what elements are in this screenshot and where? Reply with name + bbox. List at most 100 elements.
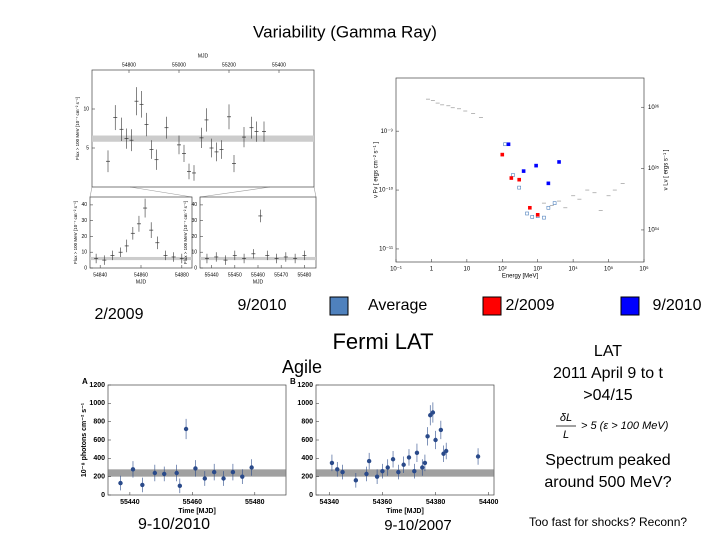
y-tick-label: 20 <box>191 234 197 240</box>
data-point <box>221 476 226 481</box>
data-point <box>249 465 254 470</box>
caption: 9-10/2010 <box>138 516 210 533</box>
x-tick-label: 55460 <box>183 499 203 506</box>
formula-relation: > 5 (ε > 100 MeV) <box>581 420 669 432</box>
y2-tick-label: 10³⁴ <box>648 227 660 234</box>
x-tick-label: 1 <box>430 267 434 273</box>
legend-swatch <box>329 296 349 316</box>
plot-frame <box>395 77 645 263</box>
zoom-line <box>313 186 317 198</box>
data-point <box>152 470 158 476</box>
data-point <box>535 212 540 217</box>
data-point <box>475 454 481 459</box>
y-tick-label: 600 <box>93 437 105 444</box>
data-point <box>546 205 551 210</box>
legend-swatch <box>620 296 640 316</box>
data-point <box>183 426 189 432</box>
x-tick-label: 10⁻¹ <box>390 267 402 273</box>
y-tick-label: 600 <box>301 437 313 444</box>
data-point <box>557 160 561 164</box>
data-point <box>385 465 390 470</box>
data-point <box>509 176 514 180</box>
x-axis-label: MJD <box>253 279 264 285</box>
data-point <box>174 470 179 476</box>
data-point <box>525 211 529 216</box>
x-axis-label: MJD <box>198 53 209 59</box>
formula-numerator: δL <box>560 412 572 424</box>
x-tick-label: 55460 <box>251 272 265 278</box>
data-point <box>396 469 401 475</box>
data-point <box>401 462 406 467</box>
data-point <box>521 169 526 173</box>
caption: 9-10/2007 <box>384 517 452 534</box>
data-point <box>366 458 372 464</box>
data-point <box>517 177 521 182</box>
y-tick-label: 10⁻¹¹ <box>379 247 393 253</box>
title: Variability (Gamma Ray) <box>253 22 437 41</box>
x-tick-label: 54340 <box>320 499 340 506</box>
heading: Fermi LAT <box>332 329 433 354</box>
y-tick-label: 0 <box>101 492 105 499</box>
y2-axis-label: ν Lν [ ergs s⁻¹ ] <box>664 149 670 190</box>
note: >04/15 <box>583 387 632 404</box>
legend-label: 9/2010 <box>653 297 702 314</box>
y-axis-label: Flux > 100 MeV [10⁻⁷ cm⁻² s⁻¹] <box>75 97 80 160</box>
data-point <box>353 478 359 483</box>
x-axis-label: MJD <box>136 279 147 285</box>
spectrum-note: around 500 MeV? <box>544 474 671 491</box>
data-point <box>506 142 511 147</box>
note: 2011 April 9 to t <box>553 365 664 382</box>
data-point <box>374 474 380 479</box>
y-tick-label: 0 <box>309 492 313 499</box>
y-tick-label: 10 <box>83 106 89 112</box>
data-point <box>425 434 430 439</box>
y-tick-label: 400 <box>93 455 105 462</box>
data-point <box>438 427 444 433</box>
y-axis-label: 10⁻⁸ photons cm⁻² s⁻¹ <box>81 402 88 477</box>
legend-label: 2/2009 <box>506 297 555 314</box>
data-point <box>503 142 507 147</box>
y-tick-label: 0 <box>194 265 197 271</box>
average-band <box>200 256 316 261</box>
y-tick-label: 1000 <box>297 400 313 407</box>
y2-tick-label: 10³⁶ <box>648 104 660 111</box>
zoom-line <box>89 186 93 198</box>
x-tick-label: 55200 <box>222 62 236 68</box>
average-band <box>90 256 192 261</box>
x-tick-label: 10 <box>464 267 471 273</box>
data-point <box>430 410 436 415</box>
y-tick-label: 10 <box>191 250 197 256</box>
data-point <box>202 476 208 481</box>
data-point <box>390 457 396 462</box>
y-tick-label: 30 <box>191 218 197 224</box>
question: Too fast for shocks? Reconn? <box>529 515 687 529</box>
y-tick-label: 5 <box>86 145 89 151</box>
average-band <box>92 135 314 142</box>
data-point <box>177 483 183 489</box>
x-tick-label: 55400 <box>272 62 286 68</box>
legend-label: Average <box>368 297 427 314</box>
zoom-line <box>199 186 271 198</box>
data-point <box>406 455 412 460</box>
y-tick-label: 40 <box>81 202 87 208</box>
x-tick-label: 54860 <box>134 272 148 278</box>
data-point <box>340 469 345 475</box>
data-point <box>193 466 198 471</box>
data-point <box>130 467 136 472</box>
x-tick-label: 54380 <box>426 499 446 506</box>
data-point <box>118 480 123 486</box>
x-tick-label: 10³ <box>533 267 542 273</box>
data-point <box>230 469 236 475</box>
y-tick-label: 10⁻¹⁰ <box>379 187 394 194</box>
data-point <box>140 482 145 488</box>
x-tick-label: 10⁶ <box>639 266 649 273</box>
x-tick-label: 55000 <box>172 62 186 68</box>
x-tick-label: 10⁴ <box>569 266 579 273</box>
x-tick-label: 54840 <box>93 272 107 278</box>
y-axis-label: Flux > 100 MeV [10⁻⁷ cm⁻² s⁻¹] <box>73 201 78 264</box>
spectrum-note: Spectrum peaked <box>545 452 670 469</box>
formula-denominator: L <box>563 429 569 441</box>
y-tick-label: 20 <box>81 234 87 240</box>
